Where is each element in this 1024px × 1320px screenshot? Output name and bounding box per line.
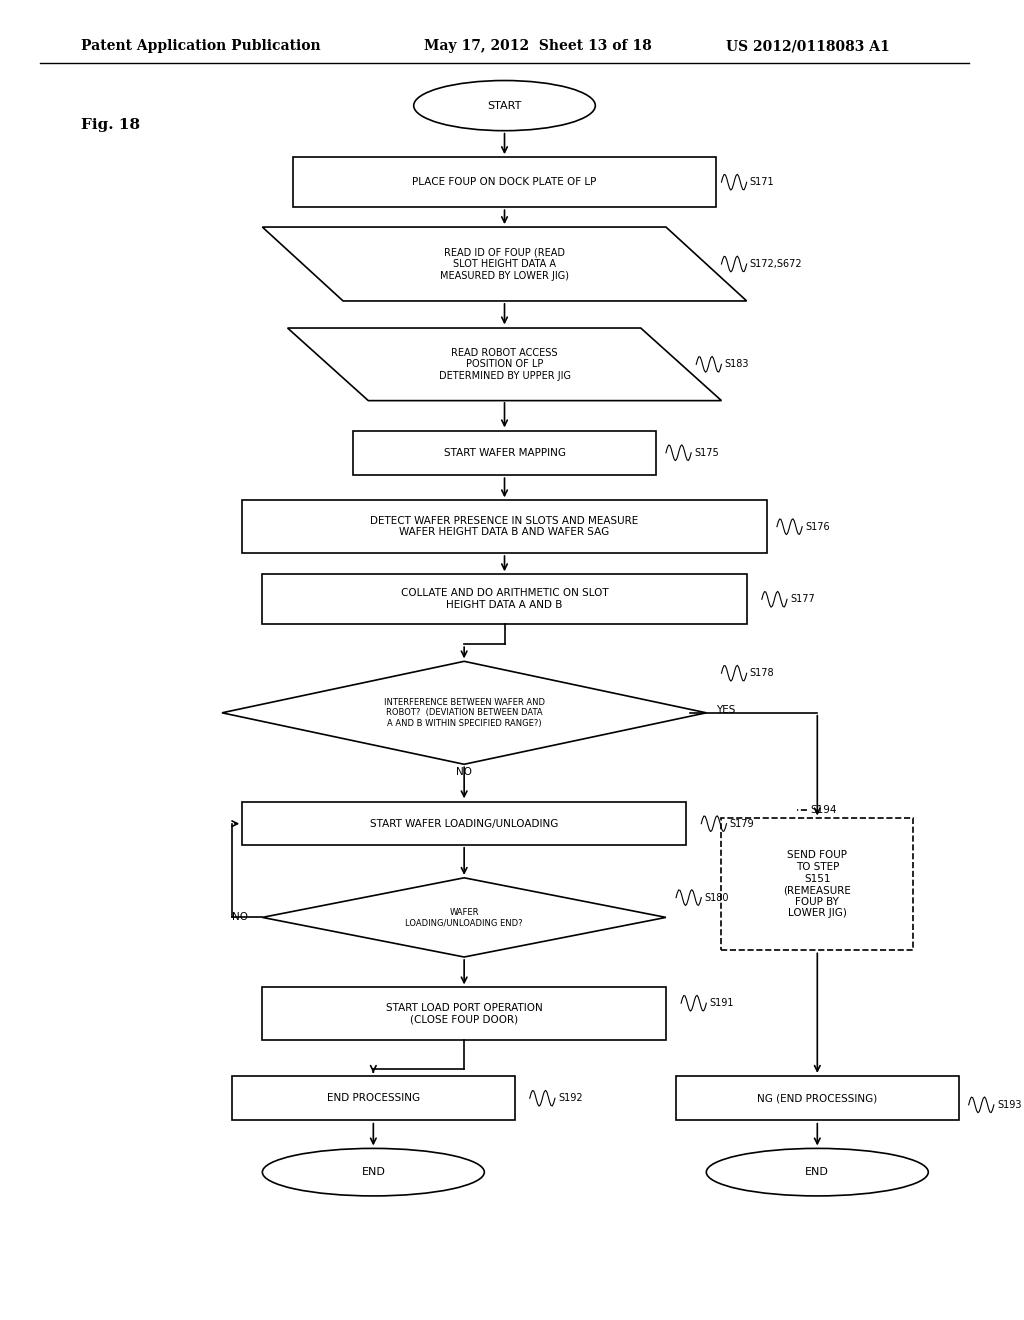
Text: PLACE FOUP ON DOCK PLATE OF LP: PLACE FOUP ON DOCK PLATE OF LP: [413, 177, 597, 187]
Text: WAFER
LOADING/UNLOADING END?: WAFER LOADING/UNLOADING END?: [406, 908, 523, 927]
Text: END PROCESSING: END PROCESSING: [327, 1093, 420, 1104]
Text: S192: S192: [558, 1093, 583, 1104]
Text: S171: S171: [750, 177, 774, 187]
Text: DETECT WAFER PRESENCE IN SLOTS AND MEASURE
WAFER HEIGHT DATA B AND WAFER SAG: DETECT WAFER PRESENCE IN SLOTS AND MEASU…: [371, 516, 639, 537]
Text: S178: S178: [750, 668, 774, 678]
Text: NO: NO: [456, 767, 472, 777]
Text: COLLATE AND DO ARITHMETIC ON SLOT
HEIGHT DATA A AND B: COLLATE AND DO ARITHMETIC ON SLOT HEIGHT…: [400, 589, 608, 610]
Text: S172,S672: S172,S672: [750, 259, 803, 269]
Text: Fig. 18: Fig. 18: [81, 119, 140, 132]
Text: S191: S191: [710, 998, 734, 1008]
Text: S176: S176: [805, 521, 829, 532]
Text: US 2012/0118083 A1: US 2012/0118083 A1: [726, 40, 890, 53]
Text: END: END: [361, 1167, 385, 1177]
Text: S194: S194: [810, 805, 837, 816]
Text: NG (END PROCESSING): NG (END PROCESSING): [757, 1093, 878, 1104]
Text: READ ROBOT ACCESS
POSITION OF LP
DETERMINED BY UPPER JIG: READ ROBOT ACCESS POSITION OF LP DETERMI…: [438, 347, 570, 381]
Text: NO: NO: [232, 912, 248, 923]
Text: READ ID OF FOUP (READ
SLOT HEIGHT DATA A
MEASURED BY LOWER JIG): READ ID OF FOUP (READ SLOT HEIGHT DATA A…: [440, 247, 569, 281]
Text: S193: S193: [997, 1100, 1021, 1110]
Text: S183: S183: [724, 359, 749, 370]
Text: START WAFER LOADING/UNLOADING: START WAFER LOADING/UNLOADING: [370, 818, 558, 829]
Text: May 17, 2012  Sheet 13 of 18: May 17, 2012 Sheet 13 of 18: [424, 40, 651, 53]
Text: Patent Application Publication: Patent Application Publication: [81, 40, 321, 53]
Text: S180: S180: [705, 892, 729, 903]
Text: S177: S177: [791, 594, 815, 605]
Text: YES: YES: [717, 705, 736, 715]
Text: SEND FOUP
TO STEP
S151
(REMEASURE
FOUP BY
LOWER JIG): SEND FOUP TO STEP S151 (REMEASURE FOUP B…: [783, 850, 851, 919]
Text: START: START: [487, 100, 521, 111]
Text: START WAFER MAPPING: START WAFER MAPPING: [443, 447, 565, 458]
Text: INTERFERENCE BETWEEN WAFER AND
ROBOT?  (DEVIATION BETWEEN DATA
A AND B WITHIN SP: INTERFERENCE BETWEEN WAFER AND ROBOT? (D…: [384, 698, 545, 727]
Text: END: END: [805, 1167, 829, 1177]
Text: S175: S175: [694, 447, 719, 458]
Text: S179: S179: [729, 818, 754, 829]
Text: START LOAD PORT OPERATION
(CLOSE FOUP DOOR): START LOAD PORT OPERATION (CLOSE FOUP DO…: [386, 1003, 543, 1024]
